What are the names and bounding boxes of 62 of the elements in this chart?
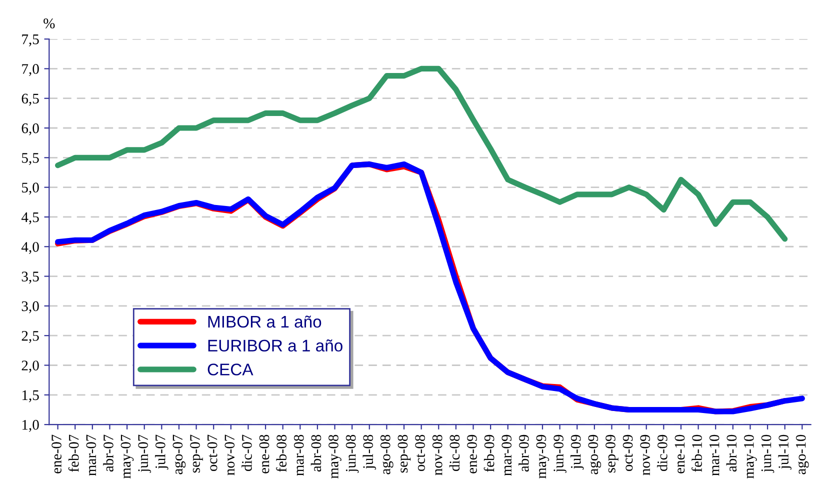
- y-tick-label: 6,5: [22, 94, 39, 106]
- x-tick-label: ago-09: [588, 434, 602, 474]
- x-tick-label: jul-08: [362, 434, 376, 470]
- x-tick-label: feb-08: [276, 434, 286, 472]
- x-tick-label: oct-07: [207, 434, 218, 471]
- x-tick-label: sep-09: [606, 434, 618, 473]
- x-tick-label: may-07: [120, 434, 134, 479]
- x-tick-label: mar-08: [294, 434, 304, 476]
- x-tick-label: abr-10: [726, 434, 737, 472]
- x-tick-label: ene-10: [674, 434, 685, 474]
- x-tick-label: abr-07: [103, 434, 114, 472]
- x-tick-label: jul-07: [155, 434, 168, 470]
- y-tick-label: 5,0: [22, 182, 39, 195]
- y-tick-label: 7,0: [22, 64, 39, 76]
- x-tick-label: sep-07: [190, 434, 203, 473]
- x-tick-label: jul-10: [778, 434, 792, 470]
- x-tick-label: ago-07: [172, 434, 186, 474]
- legend-label: CECA: [208, 364, 254, 376]
- x-tick-label: ago-10: [796, 434, 809, 474]
- x-tick-label: feb-09: [484, 434, 494, 472]
- y-tick-label: 4,5: [21, 212, 39, 224]
- x-tick-label: nov-09: [640, 434, 650, 476]
- legend-label: EURIBOR a 1 año: [208, 339, 342, 352]
- x-tick-label: ene-09: [467, 434, 477, 474]
- legend-label: MIBOR a 1 año: [208, 316, 322, 328]
- x-tick-label: mar-09: [502, 434, 512, 476]
- x-tick-label: may-08: [328, 434, 342, 479]
- x-tick-label: may-10: [744, 434, 757, 479]
- y-axis-title: %: [44, 18, 55, 28]
- x-tick-label: nov-08: [432, 434, 442, 476]
- x-tick-label: sep-08: [398, 434, 411, 473]
- x-tick-label: jun-07: [138, 434, 151, 473]
- x-tick-label: may-09: [536, 434, 550, 479]
- y-tick-label: 2,5: [22, 330, 39, 343]
- x-tick-label: mar-07: [86, 434, 96, 476]
- x-tick-label: ene-08: [259, 434, 270, 474]
- x-tick-label: jun-09: [554, 434, 566, 473]
- y-tick-label: 1,0: [22, 420, 39, 432]
- x-tick-label: jun-10: [761, 434, 774, 473]
- x-tick-label: abr-09: [518, 434, 529, 472]
- x-tick-label: feb-10: [692, 434, 702, 472]
- y-tick-label: 2,0: [22, 360, 39, 373]
- x-tick-label: dic-08: [449, 434, 460, 472]
- x-tick-label: ene-07: [52, 434, 62, 474]
- x-tick-label: oct-09: [622, 434, 633, 471]
- x-tick-label: jun-08: [346, 434, 359, 473]
- x-tick-label: mar-10: [709, 434, 720, 476]
- y-tick-label: 3,5: [22, 272, 39, 284]
- y-tick-label: 1,5: [22, 390, 39, 402]
- y-tick-label: 3,0: [22, 301, 39, 314]
- x-tick-label: abr-08: [310, 434, 322, 472]
- y-tick-label: 4,0: [21, 242, 39, 254]
- x-tick-label: ago-08: [380, 434, 394, 474]
- y-tick-label: 5,5: [22, 153, 39, 165]
- y-tick-label: 6,0: [22, 123, 39, 136]
- x-tick-label: dic-07: [242, 434, 252, 472]
- x-tick-label: feb-07: [68, 434, 79, 472]
- x-tick-label: nov-07: [224, 434, 235, 476]
- x-tick-label: jul-09: [570, 434, 584, 470]
- x-tick-label: dic-09: [657, 434, 668, 472]
- y-tick-label: 7,5: [22, 34, 39, 46]
- x-tick-label: oct-08: [415, 434, 425, 471]
